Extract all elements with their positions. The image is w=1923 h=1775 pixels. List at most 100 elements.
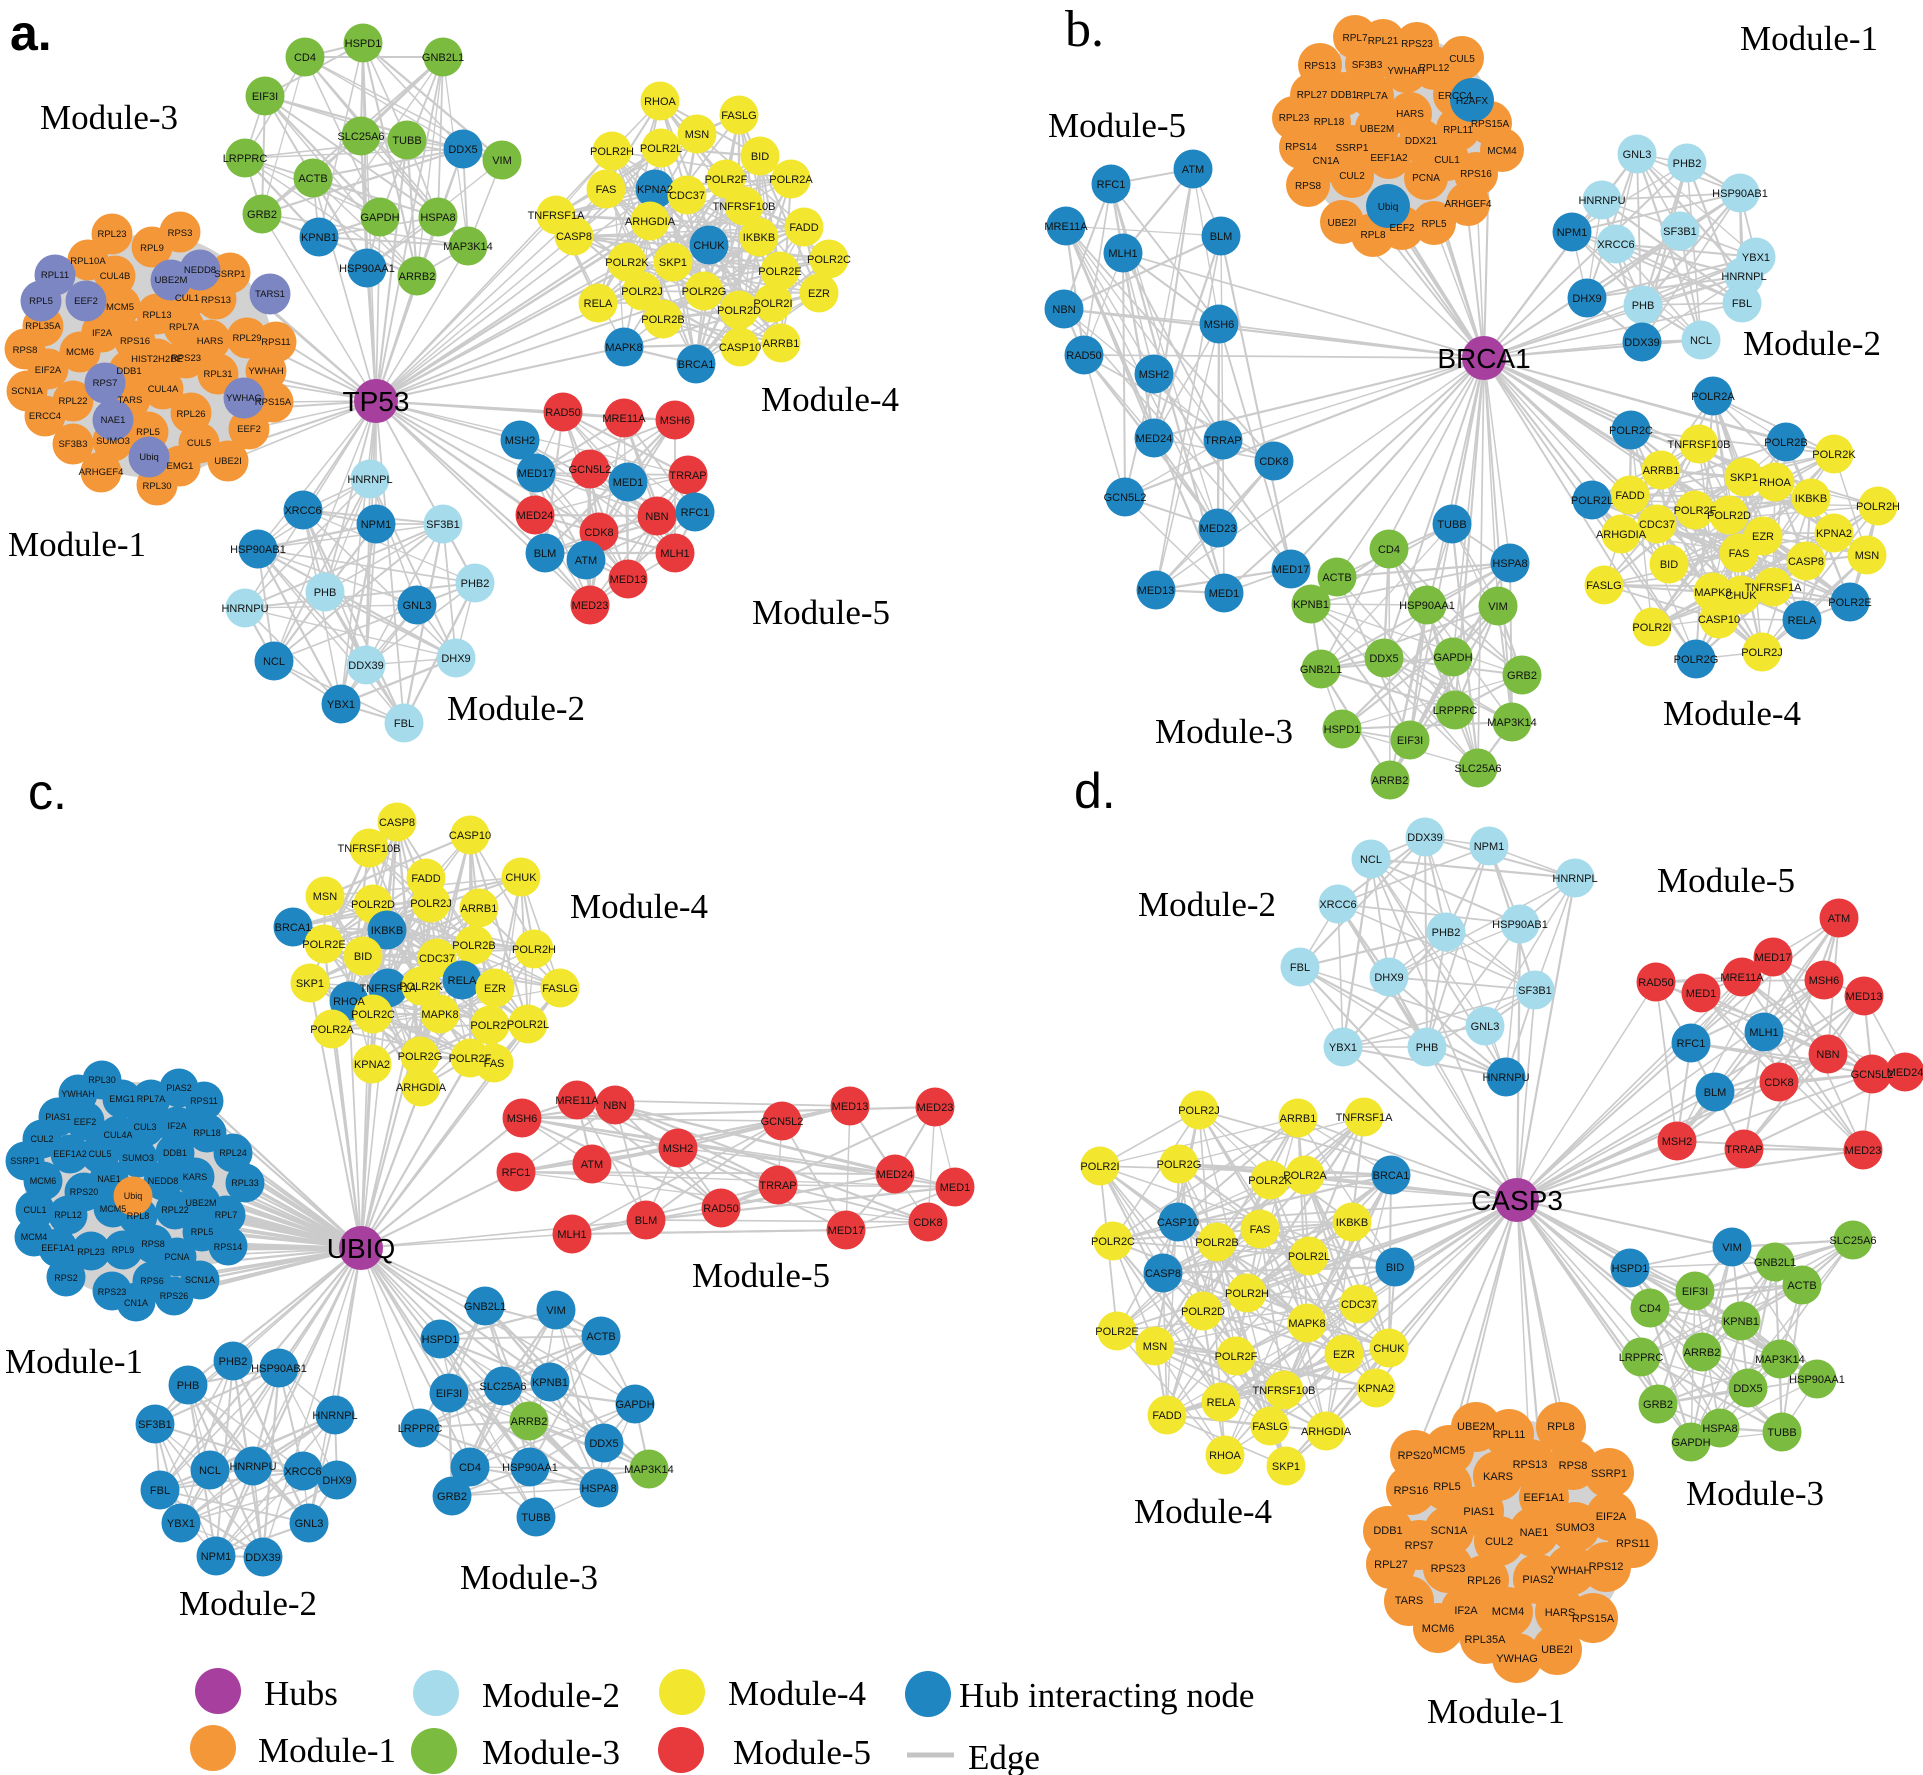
svg-text:HSP90AA1: HSP90AA1 <box>502 1462 558 1474</box>
svg-text:ATM: ATM <box>1182 164 1204 176</box>
svg-text:TNFRSF10B: TNFRSF10B <box>338 843 401 855</box>
svg-text:Module-5: Module-5 <box>752 593 890 632</box>
svg-text:CUL5: CUL5 <box>1449 54 1475 65</box>
svg-text:MED24: MED24 <box>1887 1067 1923 1079</box>
svg-text:RPS11: RPS11 <box>1616 1538 1650 1550</box>
svg-text:CUL1: CUL1 <box>175 293 199 304</box>
svg-text:MSH6: MSH6 <box>1809 975 1840 987</box>
svg-text:UBE2M: UBE2M <box>1457 1421 1495 1433</box>
svg-text:RELA: RELA <box>584 298 613 310</box>
svg-text:POLR2C: POLR2C <box>351 1009 395 1021</box>
svg-text:SF3B3: SF3B3 <box>1352 60 1383 71</box>
svg-text:ARRB2: ARRB2 <box>1684 1347 1721 1359</box>
svg-text:RPL5: RPL5 <box>1421 219 1446 230</box>
svg-text:RPS23: RPS23 <box>1431 1563 1466 1575</box>
svg-text:POLR2B: POLR2B <box>641 314 684 326</box>
svg-text:MLH1: MLH1 <box>1749 1027 1778 1039</box>
svg-text:MCM5: MCM5 <box>100 1204 127 1214</box>
svg-text:FADD: FADD <box>1152 1410 1181 1422</box>
svg-text:POLR2J: POLR2J <box>621 286 663 298</box>
svg-text:HSP90AA1: HSP90AA1 <box>1789 1374 1845 1386</box>
svg-text:ERCC4: ERCC4 <box>1438 91 1472 102</box>
svg-text:TARS: TARS <box>1395 1595 1424 1607</box>
svg-text:RPL11: RPL11 <box>1443 125 1473 136</box>
svg-text:CASP3: CASP3 <box>1471 1185 1563 1216</box>
svg-text:MCM6: MCM6 <box>30 1176 57 1186</box>
svg-text:PHB2: PHB2 <box>1432 927 1461 939</box>
svg-text:DDB1: DDB1 <box>163 1148 187 1158</box>
svg-text:PCNA: PCNA <box>164 1252 189 1262</box>
svg-text:KPNB1: KPNB1 <box>1723 1316 1759 1328</box>
svg-text:Module-4: Module-4 <box>1134 1492 1272 1531</box>
svg-text:RPL11: RPL11 <box>1493 1429 1526 1441</box>
svg-text:b.: b. <box>1065 1 1104 58</box>
svg-text:GNB2L1: GNB2L1 <box>464 1301 506 1313</box>
svg-text:CN1A: CN1A <box>1313 156 1340 167</box>
svg-text:POLR2A: POLR2A <box>310 1024 354 1036</box>
svg-text:CDC37: CDC37 <box>669 190 705 202</box>
svg-text:SUMO3: SUMO3 <box>96 436 130 447</box>
svg-text:GRB2: GRB2 <box>247 209 277 221</box>
svg-text:POLR2J: POLR2J <box>410 898 452 910</box>
svg-text:POLR2K: POLR2K <box>399 981 443 993</box>
svg-text:RPS8: RPS8 <box>13 345 38 356</box>
svg-text:VIM: VIM <box>546 1305 566 1317</box>
svg-text:TUBB: TUBB <box>1437 519 1466 531</box>
svg-text:HNRNPL: HNRNPL <box>1552 873 1597 885</box>
svg-text:HARS: HARS <box>197 336 223 347</box>
svg-text:RPL23: RPL23 <box>1279 113 1310 124</box>
svg-text:MRE11A: MRE11A <box>555 1095 599 1107</box>
svg-text:SLC25A6: SLC25A6 <box>479 1381 526 1393</box>
svg-text:KARS: KARS <box>183 1172 208 1182</box>
svg-text:RPS7: RPS7 <box>93 378 118 389</box>
svg-text:FASLG: FASLG <box>542 983 577 995</box>
svg-text:MED17: MED17 <box>518 468 555 480</box>
svg-text:EEF2: EEF2 <box>237 424 261 435</box>
svg-text:EEF1A2: EEF1A2 <box>1370 153 1408 164</box>
svg-text:BLM: BLM <box>534 548 557 560</box>
svg-text:RPL7A: RPL7A <box>137 1094 166 1104</box>
svg-text:XRCC6: XRCC6 <box>284 1466 321 1478</box>
svg-text:DDX5: DDX5 <box>589 1438 618 1450</box>
svg-text:RPS16: RPS16 <box>120 336 150 347</box>
svg-text:UBE2I: UBE2I <box>214 456 241 467</box>
svg-text:EEF2: EEF2 <box>1389 223 1414 234</box>
svg-text:GAPDH: GAPDH <box>1433 652 1472 664</box>
svg-text:NCL: NCL <box>199 1465 221 1477</box>
svg-text:ATM: ATM <box>1828 913 1850 925</box>
svg-text:EIF2A: EIF2A <box>1596 1511 1627 1523</box>
svg-text:MCM6: MCM6 <box>1422 1623 1454 1635</box>
svg-text:YWHAH: YWHAH <box>1387 66 1424 77</box>
svg-text:RPL5: RPL5 <box>29 296 53 307</box>
svg-text:NPM1: NPM1 <box>1474 841 1505 853</box>
svg-text:MED23: MED23 <box>1200 523 1237 535</box>
svg-text:RFC1: RFC1 <box>1097 179 1126 191</box>
svg-text:POLR2G: POLR2G <box>1674 654 1719 666</box>
svg-text:RPL22: RPL22 <box>161 1205 189 1215</box>
svg-text:POLR2L: POLR2L <box>1288 1251 1330 1263</box>
svg-text:DDX39: DDX39 <box>245 1552 280 1564</box>
svg-text:DDX5: DDX5 <box>1733 1383 1762 1395</box>
svg-text:POLR2D: POLR2D <box>1181 1306 1225 1318</box>
svg-text:ACTB: ACTB <box>1322 572 1351 584</box>
svg-text:YBX1: YBX1 <box>167 1518 195 1530</box>
svg-text:RHOA: RHOA <box>644 96 676 108</box>
svg-text:POLR2I: POLR2I <box>1632 622 1671 634</box>
svg-text:NBN: NBN <box>645 511 668 523</box>
svg-text:RPL10A: RPL10A <box>70 256 106 267</box>
svg-text:RFC1: RFC1 <box>502 1167 531 1179</box>
svg-text:POLR2E: POLR2E <box>758 266 801 278</box>
svg-text:Module-1: Module-1 <box>5 1342 143 1381</box>
svg-text:ACTB: ACTB <box>1787 1280 1816 1292</box>
svg-text:ATM: ATM <box>575 555 597 567</box>
svg-text:HSPD1: HSPD1 <box>422 1334 459 1346</box>
svg-text:BID: BID <box>354 951 372 963</box>
svg-text:YBX1: YBX1 <box>1742 252 1770 264</box>
svg-text:ERCC4: ERCC4 <box>29 411 61 422</box>
svg-text:MCM5: MCM5 <box>106 302 134 313</box>
svg-text:RPL27: RPL27 <box>1297 90 1328 101</box>
svg-text:EIF3I: EIF3I <box>1397 735 1423 747</box>
svg-text:GRB2: GRB2 <box>1643 1399 1673 1411</box>
svg-text:RPL26: RPL26 <box>176 409 205 420</box>
svg-text:VIM: VIM <box>492 155 512 167</box>
